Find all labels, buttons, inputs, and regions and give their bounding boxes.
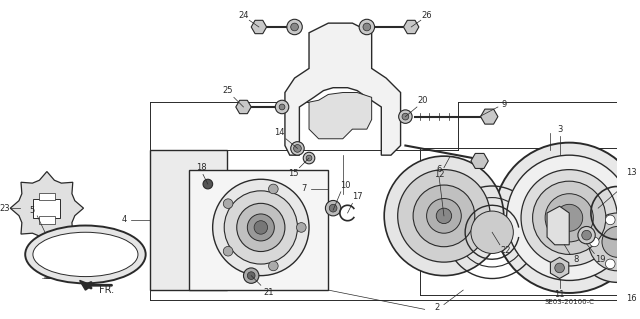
Circle shape: [243, 268, 259, 283]
Circle shape: [402, 113, 409, 120]
Circle shape: [577, 201, 640, 282]
Circle shape: [589, 213, 640, 271]
Text: 6: 6: [436, 165, 442, 174]
Circle shape: [329, 204, 337, 212]
Polygon shape: [547, 206, 569, 245]
Circle shape: [397, 170, 490, 262]
Text: 5: 5: [30, 205, 35, 215]
Polygon shape: [309, 93, 372, 139]
Text: FR.: FR.: [99, 285, 114, 295]
Circle shape: [212, 179, 309, 276]
Circle shape: [555, 263, 564, 273]
Circle shape: [325, 200, 341, 216]
Text: SE03-20100-C: SE03-20100-C: [544, 299, 594, 305]
Circle shape: [532, 181, 606, 255]
Polygon shape: [39, 216, 54, 224]
Circle shape: [224, 191, 298, 264]
Text: 25: 25: [223, 86, 234, 95]
Circle shape: [631, 251, 640, 260]
Text: 7: 7: [301, 184, 307, 193]
Text: 21: 21: [263, 287, 274, 297]
Circle shape: [296, 223, 306, 232]
Text: 24: 24: [238, 11, 249, 20]
Circle shape: [363, 23, 371, 31]
Polygon shape: [79, 280, 92, 290]
Text: 8: 8: [573, 255, 579, 264]
Circle shape: [545, 194, 593, 242]
Circle shape: [294, 145, 301, 152]
Circle shape: [306, 155, 312, 161]
Ellipse shape: [25, 226, 146, 283]
Circle shape: [521, 170, 618, 266]
Circle shape: [291, 142, 304, 155]
Text: 15: 15: [289, 169, 299, 178]
Text: 10: 10: [340, 181, 351, 189]
Circle shape: [605, 215, 615, 225]
Circle shape: [359, 19, 374, 35]
Text: 3: 3: [557, 125, 563, 134]
Text: 18: 18: [196, 163, 206, 172]
Circle shape: [237, 203, 285, 252]
Circle shape: [384, 156, 504, 276]
Polygon shape: [33, 198, 60, 218]
Text: 19: 19: [595, 255, 605, 264]
Text: 12: 12: [434, 170, 444, 179]
Circle shape: [269, 184, 278, 194]
Polygon shape: [10, 172, 83, 245]
Circle shape: [291, 23, 298, 31]
Circle shape: [436, 208, 452, 224]
Text: 22: 22: [500, 246, 511, 255]
Polygon shape: [189, 170, 328, 290]
Text: 23: 23: [0, 204, 10, 213]
Text: 26: 26: [421, 11, 432, 20]
Circle shape: [254, 221, 268, 234]
Circle shape: [223, 199, 233, 209]
Circle shape: [471, 211, 513, 254]
Circle shape: [247, 214, 275, 241]
Circle shape: [269, 261, 278, 271]
Polygon shape: [39, 193, 54, 200]
Circle shape: [203, 179, 212, 189]
Text: 14: 14: [274, 129, 284, 137]
Circle shape: [427, 198, 461, 233]
Circle shape: [287, 19, 302, 35]
Text: 13: 13: [627, 168, 637, 177]
Text: 2: 2: [435, 303, 440, 312]
Polygon shape: [150, 150, 227, 290]
Circle shape: [631, 224, 640, 233]
Circle shape: [247, 272, 255, 279]
Circle shape: [589, 237, 599, 247]
Circle shape: [303, 152, 315, 164]
Text: 4: 4: [122, 215, 127, 224]
Text: 20: 20: [417, 96, 428, 105]
Circle shape: [556, 204, 583, 231]
Circle shape: [602, 226, 633, 257]
Circle shape: [507, 155, 632, 280]
Ellipse shape: [33, 232, 138, 277]
Circle shape: [413, 185, 475, 247]
Circle shape: [275, 100, 289, 114]
Circle shape: [279, 104, 285, 110]
Circle shape: [223, 246, 233, 256]
Circle shape: [605, 259, 615, 269]
Text: 11: 11: [554, 290, 565, 300]
Text: 17: 17: [352, 192, 362, 201]
Polygon shape: [285, 23, 401, 155]
Circle shape: [494, 143, 640, 293]
Text: 9: 9: [501, 100, 506, 108]
Circle shape: [399, 110, 412, 123]
Text: 16: 16: [627, 294, 637, 303]
Circle shape: [578, 226, 595, 244]
Circle shape: [582, 230, 591, 240]
